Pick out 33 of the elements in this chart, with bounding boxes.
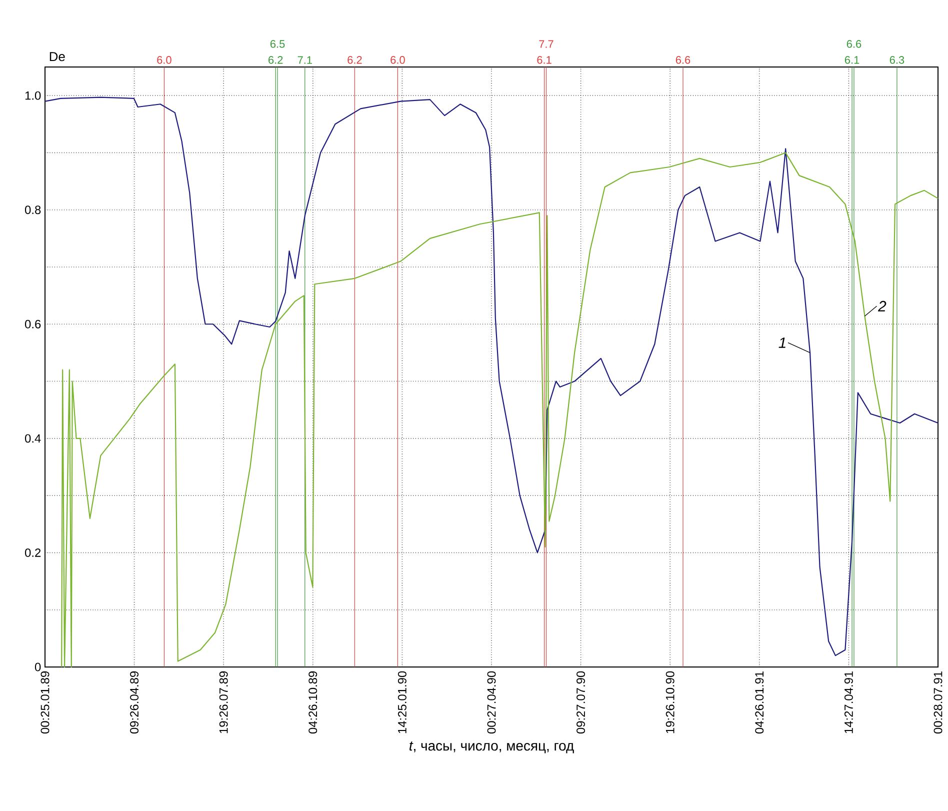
y-axis-title: De (50, 52, 65, 62)
ref-line-label: 6.0 (390, 56, 405, 64)
x-tick-label: 00:28.07.91 (934, 671, 942, 734)
ref-line-label: 7.1 (298, 56, 312, 64)
series-label: 1 (778, 338, 786, 348)
y-tick-label: 0.2 (25, 548, 41, 557)
x-tick-label: 19:26.07.89 (219, 671, 228, 734)
ref-line-label: 7.7 (539, 40, 554, 48)
ref-line-label: 6.3 (890, 56, 904, 64)
ref-line-label: 6.2 (268, 56, 283, 64)
ref-line-label: 6.2 (348, 56, 362, 64)
ref-line-label: 6.1 (844, 56, 860, 64)
x-tick-label: 09:27.07.90 (576, 671, 586, 734)
x-tick-label: 14:25.01.90 (398, 671, 406, 734)
y-tick-label: 0 (34, 662, 41, 672)
x-tick-label: 14:27.04.91 (844, 671, 853, 734)
x-tick-label: 04:26.01.91 (755, 671, 764, 734)
y-tick-label: 0.4 (25, 434, 41, 443)
y-tick-label: 1.0 (25, 91, 41, 100)
ref-line-label: 6.5 (270, 40, 285, 48)
x-tick-label: 00:27.04.90 (487, 671, 496, 734)
ref-line-label: 6.6 (676, 56, 690, 64)
x-axis-title: t, часы, число, месяц, год (410, 742, 574, 754)
y-tick-label: 0.6 (25, 320, 41, 328)
x-tick-label: 19:26.10.90 (666, 671, 674, 734)
ref-line-label: 6.0 (157, 56, 172, 64)
series-label: 2 (878, 300, 886, 312)
x-tick-label: 04:26.10.89 (308, 671, 318, 734)
x-tick-label: 00:25.01.89 (40, 671, 50, 734)
ref-line-label: 6.6 (846, 40, 862, 48)
ref-line-label: 6.1 (537, 56, 552, 64)
y-tick-label: 0.8 (25, 206, 41, 214)
x-tick-label: 09:26.04.89 (130, 671, 138, 734)
